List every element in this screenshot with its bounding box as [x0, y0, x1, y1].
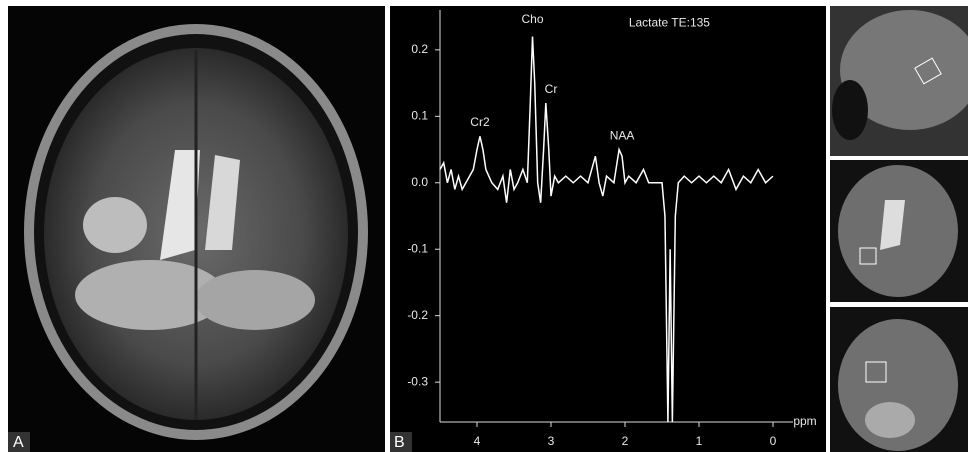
y-tick-label: 0.2 [411, 42, 428, 56]
peak-annotation: Lactate TE:135 [629, 15, 710, 29]
peak-annotation: Cho [521, 12, 543, 26]
mri-axial-image [8, 6, 385, 452]
panel-label: B [394, 434, 405, 451]
y-tick-label: -0.2 [407, 308, 428, 322]
peak-annotation: Cr [545, 82, 558, 96]
peak-annotation: Cr2 [470, 115, 490, 129]
x-tick-label: 2 [622, 434, 629, 448]
localizer-thumbnails [826, 6, 968, 452]
figure: A B 0.2 0.1 0.0 -0.1 -0.2 -0.3 4 3 2 1 0 ppm Cho Cr Cr… [0, 0, 968, 452]
divider [385, 6, 390, 452]
x-axis-label: ppm [793, 414, 816, 428]
y-tick-label: 0.1 [411, 108, 428, 122]
panel-label: A [13, 434, 24, 451]
peak-annotation: NAA [610, 128, 635, 142]
y-tick-label: -0.1 [407, 241, 428, 255]
y-tick-label: -0.3 [407, 374, 428, 388]
x-tick-label: 3 [548, 434, 555, 448]
x-tick-label: 1 [696, 434, 703, 448]
spectrum-panel [390, 6, 826, 452]
x-tick-label: 4 [474, 434, 481, 448]
x-tick-label: 0 [770, 434, 777, 448]
y-tick-label: 0.0 [411, 175, 428, 189]
